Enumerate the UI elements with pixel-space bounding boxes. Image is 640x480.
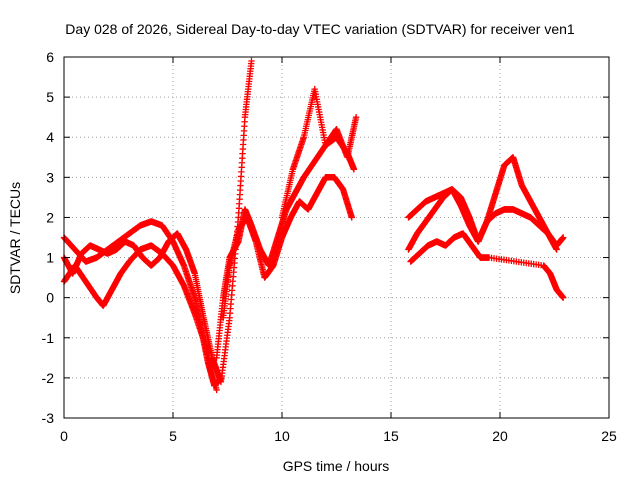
data-point [553, 246, 560, 253]
x-axis-label: GPS time / hours [283, 458, 390, 474]
series-track-i [407, 230, 567, 301]
data-points [60, 57, 567, 394]
x-tick-label: 20 [492, 428, 508, 444]
y-axis-label: SDTVAR / TECUs [7, 182, 23, 294]
data-point [352, 113, 360, 121]
plot-frame [63, 56, 610, 419]
series-track-a [60, 218, 225, 390]
y-tick-label: 5 [46, 89, 54, 105]
x-tick-label: 0 [60, 428, 68, 444]
data-point [213, 386, 220, 394]
series-track-h [405, 154, 560, 253]
series-track-c [60, 57, 255, 386]
grid [64, 57, 609, 418]
data-point [560, 234, 567, 241]
y-tick-label: 3 [46, 169, 54, 185]
x-axis: 0 5 10 15 20 25 [60, 57, 617, 444]
y-tick-label: -1 [42, 330, 55, 346]
data-point [348, 214, 355, 221]
y-axis: -3 -2 -1 0 1 2 3 4 5 6 [42, 49, 609, 426]
data-point [248, 57, 255, 65]
y-tick-label: 4 [46, 129, 54, 145]
y-tick-label: -2 [42, 370, 55, 386]
data-point [350, 166, 358, 173]
y-tick-label: 1 [46, 250, 54, 266]
x-tick-label: 25 [601, 428, 617, 444]
y-tick-label: -3 [42, 410, 55, 426]
x-tick-label: 10 [274, 428, 290, 444]
y-tick-label: 6 [46, 49, 54, 65]
data-point [560, 294, 567, 301]
series-track-b [60, 242, 220, 394]
chart-title: Day 028 of 2026, Sidereal Day-to-day VTE… [65, 21, 575, 37]
x-tick-label: 5 [169, 428, 177, 444]
y-tick-label: 2 [46, 209, 54, 225]
series-track-e [219, 174, 355, 321]
y-tick-label: 0 [46, 290, 54, 306]
x-tick-label: 15 [383, 428, 399, 444]
series-track-f [278, 85, 360, 221]
